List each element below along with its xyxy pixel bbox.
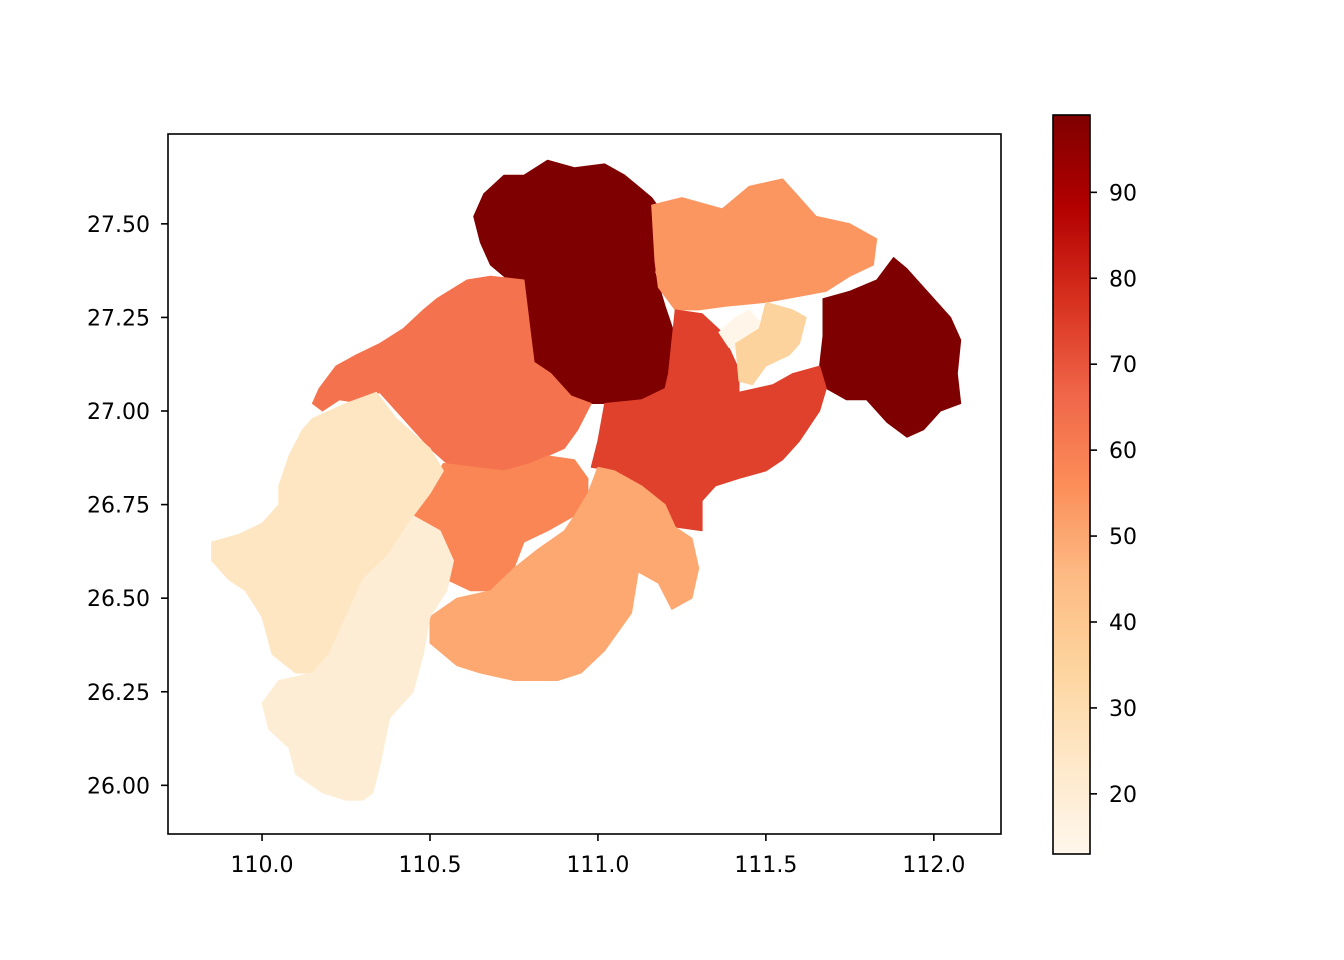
colorbar-tick-label: 50 xyxy=(1109,525,1137,550)
y-tick-label: 26.75 xyxy=(87,494,150,519)
colorbar-tick-label: 20 xyxy=(1109,783,1137,808)
map-region-6 xyxy=(735,301,807,386)
colorbar-tick-label: 40 xyxy=(1109,611,1137,636)
x-tick-label: 111.5 xyxy=(734,853,797,878)
y-tick-label: 27.25 xyxy=(87,306,150,331)
colorbar-frame xyxy=(1052,114,1091,855)
colorbar: 20 30 40 50 60 70 80 90 xyxy=(1052,114,1137,855)
y-tick-label: 27.50 xyxy=(87,213,150,238)
colorbar-tick-label: 30 xyxy=(1109,697,1137,722)
x-tick-label: 112.0 xyxy=(902,853,965,878)
map-region-4 xyxy=(590,309,827,532)
y-axis: 26.00 26.25 26.50 26.75 27.00 27.25 27.50 xyxy=(87,213,168,799)
x-tick-label: 110.5 xyxy=(398,853,461,878)
colorbar-tick-label: 80 xyxy=(1109,267,1137,292)
map-regions xyxy=(211,159,962,801)
x-tick-label: 111.0 xyxy=(566,853,629,878)
x-tick-label: 110.0 xyxy=(231,853,294,878)
x-axis: 110.0 110.5 111.0 111.5 112.0 xyxy=(231,834,965,878)
colorbar-gradient xyxy=(1053,115,1090,854)
y-tick-label: 26.00 xyxy=(87,774,150,799)
y-tick-label: 26.25 xyxy=(87,681,150,706)
map-region-9 xyxy=(429,466,700,681)
map-region-2 xyxy=(819,257,962,438)
colorbar-tick-label: 60 xyxy=(1109,439,1137,464)
map-region-3 xyxy=(651,178,878,311)
colorbar-tick-label: 90 xyxy=(1109,181,1137,206)
plot-area-frame xyxy=(167,133,1002,835)
colorbar-ticks: 20 30 40 50 60 70 80 90 xyxy=(1090,181,1137,808)
y-tick-label: 27.00 xyxy=(87,400,150,425)
map-region-10 xyxy=(211,391,444,674)
map-region-11 xyxy=(261,515,454,801)
y-tick-label: 26.50 xyxy=(87,587,150,612)
colorbar-tick-label: 70 xyxy=(1109,353,1137,378)
